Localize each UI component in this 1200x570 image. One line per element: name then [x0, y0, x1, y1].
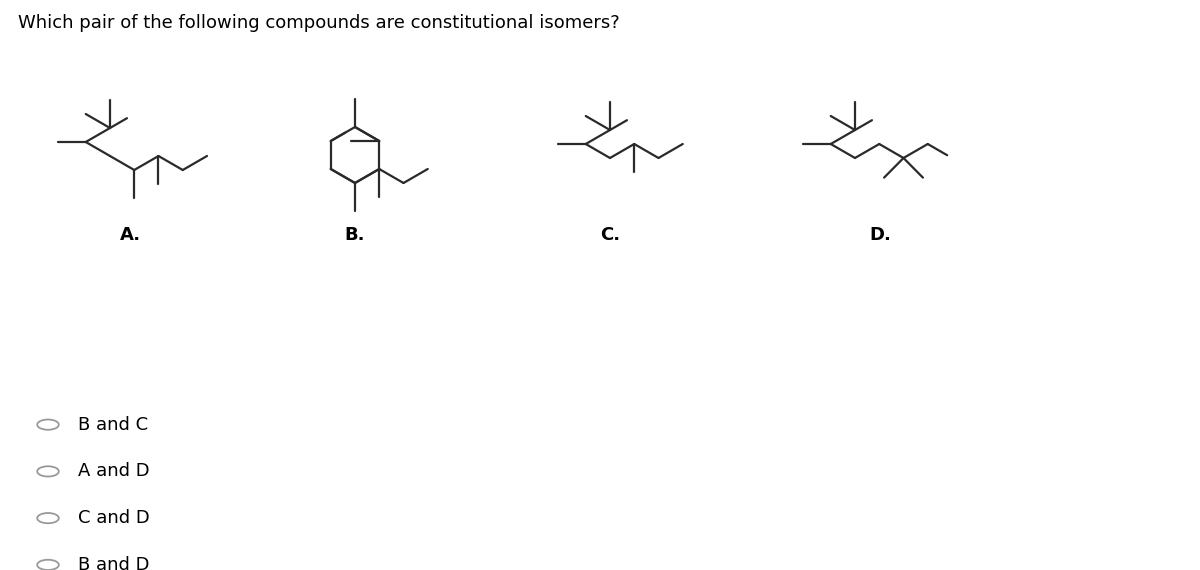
Text: C.: C. — [600, 226, 620, 244]
Text: A.: A. — [120, 226, 140, 244]
Text: B.: B. — [344, 226, 365, 244]
Text: A and D: A and D — [78, 462, 150, 481]
Text: D.: D. — [869, 226, 890, 244]
Text: B and D: B and D — [78, 556, 150, 570]
Text: Which pair of the following compounds are constitutional isomers?: Which pair of the following compounds ar… — [18, 14, 619, 32]
Text: C and D: C and D — [78, 509, 150, 527]
Text: B and C: B and C — [78, 416, 148, 434]
